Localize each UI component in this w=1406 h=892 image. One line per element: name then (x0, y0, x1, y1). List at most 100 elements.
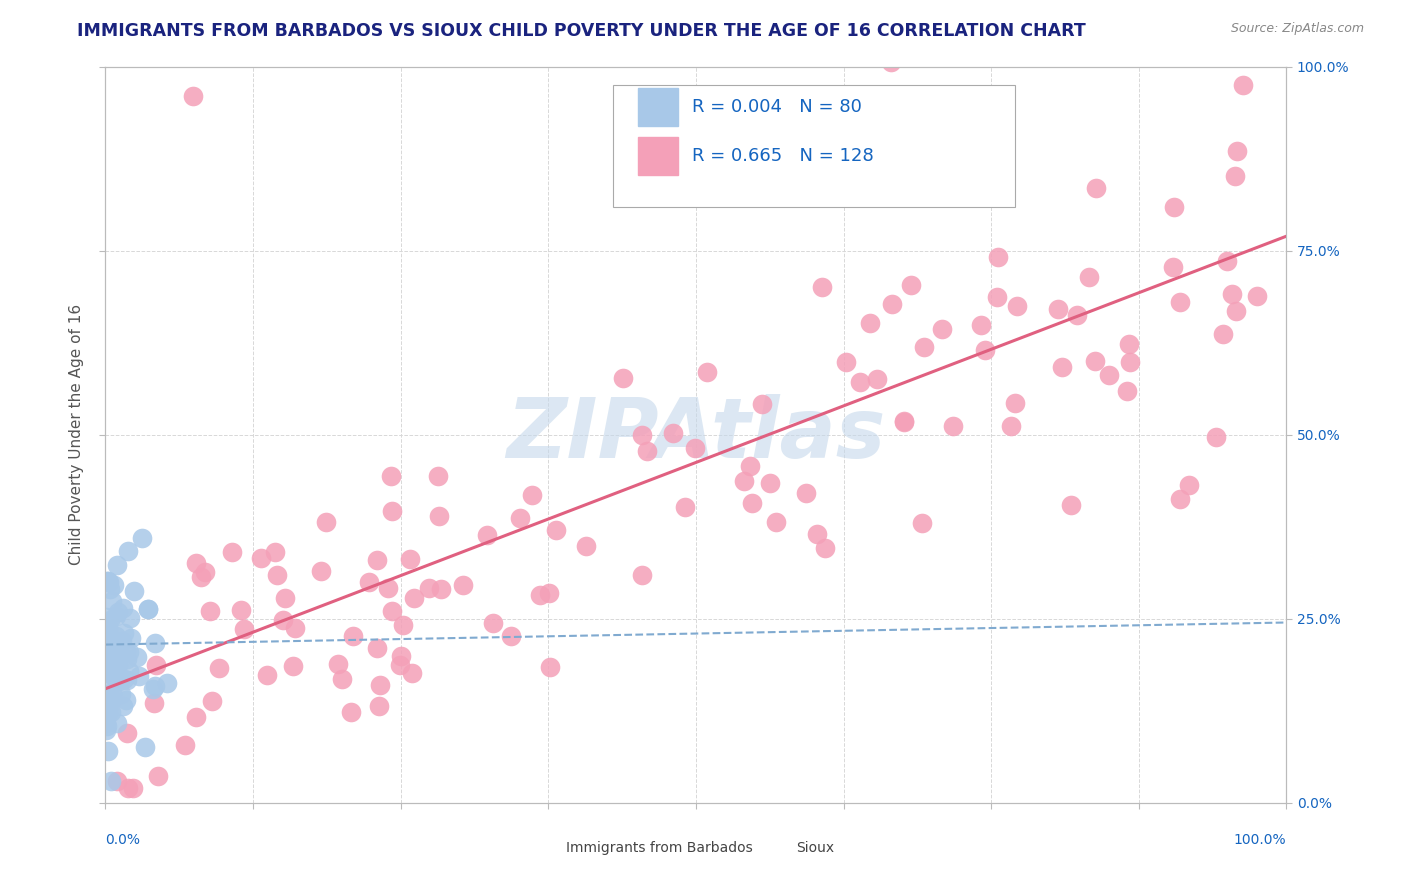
Point (309, 564, 332, 578)
Point (103, 644, 125, 658)
Point (96, 657, 118, 672)
Point (96, 664, 118, 678)
Point (811, 280, 834, 294)
Point (1220, 287, 1243, 301)
Point (111, 634, 134, 648)
Point (96, 609, 118, 624)
Point (866, 372, 889, 386)
Point (1116, 384, 1139, 398)
Point (96, 696, 118, 710)
Point (402, 591, 425, 606)
Text: R = 0.004   N = 80: R = 0.004 N = 80 (692, 97, 862, 116)
Point (274, 591, 297, 606)
Point (264, 545, 287, 559)
Point (683, 441, 706, 455)
Point (256, 667, 278, 681)
Point (94, 723, 117, 737)
Point (194, 566, 217, 580)
Point (330, 672, 353, 686)
Point (118, 645, 141, 659)
Point (1161, 260, 1184, 275)
Point (911, 516, 934, 530)
Point (115, 652, 138, 666)
Point (143, 680, 166, 694)
Point (97, 621, 120, 635)
Point (117, 725, 139, 739)
Point (101, 632, 124, 647)
Point (117, 544, 139, 558)
Point (97, 624, 120, 638)
FancyBboxPatch shape (759, 833, 789, 862)
Point (115, 644, 138, 658)
Point (931, 322, 953, 336)
Point (1212, 326, 1234, 341)
Point (482, 616, 505, 631)
Point (381, 503, 404, 517)
Point (96, 574, 118, 589)
Point (575, 540, 598, 554)
Point (134, 740, 156, 755)
Point (98, 659, 121, 673)
Point (1119, 355, 1142, 369)
Point (389, 657, 412, 672)
Point (121, 781, 143, 796)
Point (401, 666, 423, 681)
Point (1060, 498, 1083, 512)
Point (418, 581, 440, 595)
Point (1178, 477, 1201, 491)
Point (814, 541, 837, 555)
Point (266, 568, 288, 582)
Point (97, 574, 120, 588)
Point (103, 578, 125, 592)
Point (100, 667, 122, 681)
Point (1007, 299, 1029, 313)
Point (120, 611, 142, 625)
Point (94, 632, 117, 647)
Point (673, 500, 696, 514)
Text: R = 0.665   N = 128: R = 0.665 N = 128 (692, 147, 875, 165)
Text: ZIPAtlas: ZIPAtlas (506, 394, 886, 475)
Point (631, 568, 654, 582)
Point (1232, 78, 1254, 93)
Point (751, 397, 773, 411)
Point (1066, 308, 1088, 322)
Point (111, 699, 134, 714)
Point (661, 425, 683, 440)
Point (529, 588, 551, 602)
Point (96, 644, 118, 658)
Point (98, 665, 121, 679)
Point (1168, 492, 1191, 507)
Point (145, 658, 167, 673)
Point (107, 646, 129, 660)
Point (546, 524, 568, 538)
Point (208, 661, 231, 675)
Point (101, 594, 124, 608)
Point (184, 556, 207, 570)
Point (359, 575, 381, 590)
Point (339, 705, 361, 719)
Point (122, 583, 145, 598)
Point (880, 297, 903, 311)
Point (1052, 359, 1074, 374)
Point (537, 585, 560, 599)
Point (146, 769, 169, 783)
Point (501, 629, 523, 643)
Point (104, 609, 127, 624)
Point (94, 650, 117, 665)
Point (1084, 354, 1107, 368)
Point (893, 414, 915, 428)
Point (759, 475, 782, 490)
Point (221, 545, 243, 559)
Y-axis label: Child Poverty Under the Age of 16: Child Poverty Under the Age of 16 (69, 304, 84, 566)
Point (880, 55, 903, 70)
Point (328, 657, 350, 672)
Point (110, 687, 132, 701)
Point (451, 578, 474, 592)
Point (250, 551, 273, 566)
Point (100, 773, 122, 788)
FancyBboxPatch shape (529, 833, 560, 862)
Text: 0.0%: 0.0% (105, 833, 141, 847)
Point (101, 632, 124, 646)
Point (281, 659, 304, 673)
Point (104, 660, 127, 674)
